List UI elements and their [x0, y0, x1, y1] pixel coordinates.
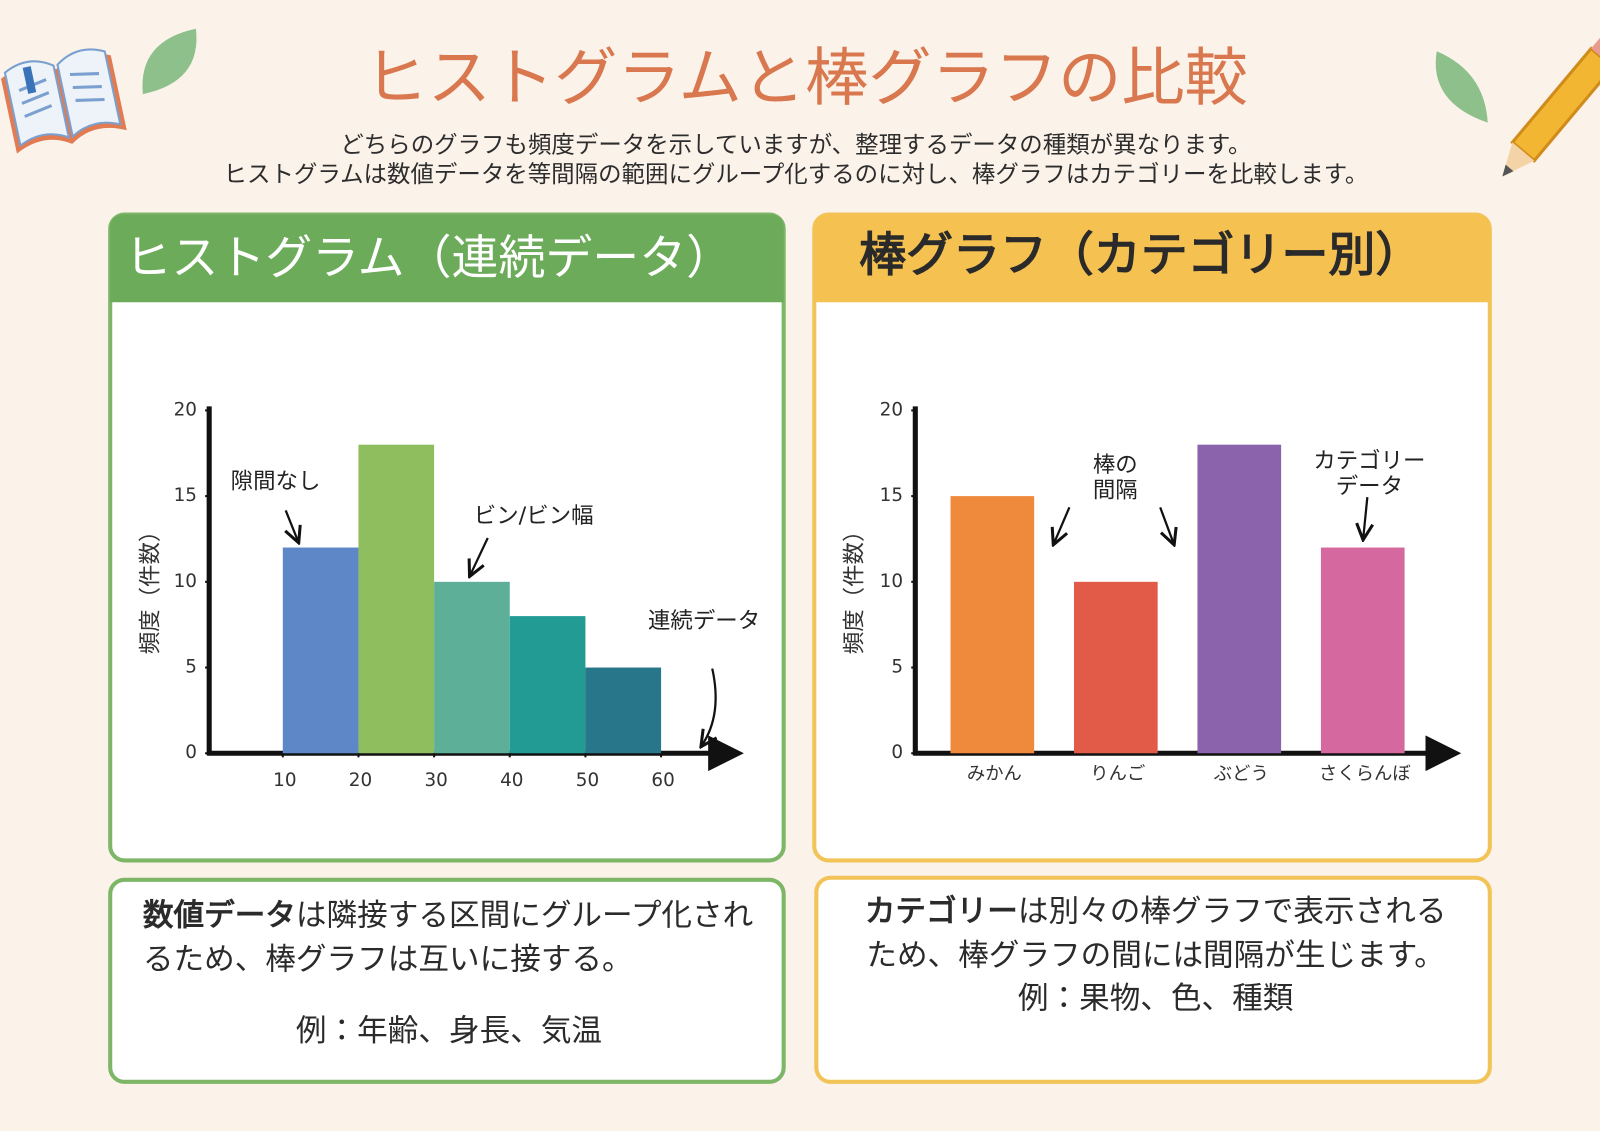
note-box: [108, 877, 786, 1084]
annotation-arrow: [286, 509, 298, 541]
annotation-arrow: [702, 668, 716, 746]
note-span: は隣接する区間にグループ化されるため、棒グラフは互いに接する。: [142, 898, 754, 978]
panel-title: 棒グラフ（カテゴリー別）: [859, 228, 1422, 283]
x-tick-label: 50: [576, 770, 599, 791]
x-tick-label: 20: [349, 770, 372, 791]
leaf-icon: [142, 28, 197, 95]
note-span: は別々の棒グラフで表示されるため、棒グラフの間には間隔が生じます。: [866, 894, 1447, 974]
panel-header: [814, 214, 1490, 303]
x-tick-label: 30: [424, 770, 447, 791]
x-tick-label: ぶどう: [1214, 764, 1269, 785]
page-title: ヒストグラムと棒グラフの比較: [364, 40, 1248, 114]
note-example: 例：果物、色、種類: [1017, 980, 1294, 1017]
histogram-bar: [434, 581, 510, 754]
pencil-icon: [1502, 34, 1600, 177]
annotation: 隙間なし: [231, 468, 321, 494]
note-body: 数値データは隣接する区間にグループ化されるため、棒グラフは互いに接する。: [143, 895, 755, 982]
x-tick-label: みかん: [967, 764, 1022, 785]
y-tick-label: 5: [185, 657, 197, 678]
annotation: データ: [1336, 473, 1403, 499]
y-tick-label: 10: [880, 571, 903, 592]
y-axis-label: 頻度（件数）: [842, 520, 868, 655]
histogram-bar: [282, 547, 359, 754]
bar: [1073, 581, 1158, 754]
y-tick-label: 20: [880, 399, 903, 420]
annotation: 間隔: [1093, 478, 1138, 504]
x-tick-label: りんご: [1090, 764, 1145, 785]
bar: [1197, 444, 1282, 754]
annotation: 連続データ: [648, 608, 760, 634]
note-text: 数値データは隣接する区間にグループ化されるため、棒グラフは互いに接する。 例：年…: [143, 895, 755, 1054]
note: 数値データは隣接する区間にグループ化されるため、棒グラフは互いに接する。 例：年…: [143, 895, 755, 1054]
note-example: 例：年齢、身長、気温: [295, 1013, 603, 1050]
panel-title: ヒストグラム（連続データ）: [124, 231, 733, 286]
book-icon: [1, 48, 127, 154]
y-tick-label: 15: [174, 485, 197, 506]
leaf-icon: [1435, 51, 1488, 123]
annotation-arrow: [1159, 506, 1173, 543]
note: カテゴリーは別々の棒グラフで表示されるため、棒グラフの間には間隔が生じます。 例…: [852, 891, 1459, 1021]
x-tick-label: 40: [500, 770, 523, 791]
y-tick-label: 0: [185, 742, 197, 763]
subtitle: どちらのグラフも頻度データを示していますが、整理するデータの種類が異なります。: [340, 131, 1251, 159]
annotation-arrow: [470, 537, 489, 575]
note-body: カテゴリーは別々の棒グラフで表示されるため、棒グラフの間には間隔が生じます。: [852, 891, 1459, 978]
bar: [1320, 547, 1405, 754]
y-axis-label: 頻度（件数）: [138, 520, 164, 655]
note-bold: 数値データ: [142, 898, 296, 934]
y-tick-label: 5: [891, 657, 903, 678]
y-tick-label: 15: [880, 485, 903, 506]
x-tick-label: 10: [273, 770, 296, 791]
x-tick-label: 60: [651, 770, 674, 791]
annotation: ビン/ビン幅: [474, 503, 594, 529]
x-tick-label: さくらんぼ: [1319, 764, 1411, 785]
annotation-arrow: [1054, 506, 1071, 543]
note-bold: カテゴリー: [864, 894, 1018, 930]
y-tick-label: 10: [174, 571, 197, 592]
note-text: カテゴリーは別々の棒グラフで表示されるため、棒グラフの間には間隔が生じます。 例…: [852, 891, 1459, 1021]
annotation: 棒の: [1093, 452, 1138, 478]
bar: [950, 496, 1035, 754]
histogram-bar: [358, 444, 435, 754]
annotation-arrow: [1363, 497, 1367, 538]
y-tick-label: 0: [891, 742, 903, 763]
subtitle: ヒストグラムは数値データを等間隔の範囲にグループ化するのに対し、棒グラフはカテゴ…: [224, 160, 1369, 188]
histogram-bar: [509, 616, 586, 754]
annotation: カテゴリー: [1313, 448, 1425, 474]
histogram-bar: [585, 667, 662, 754]
panel-header: [110, 214, 784, 303]
y-tick-label: 20: [174, 399, 197, 420]
note-box: [814, 875, 1492, 1084]
